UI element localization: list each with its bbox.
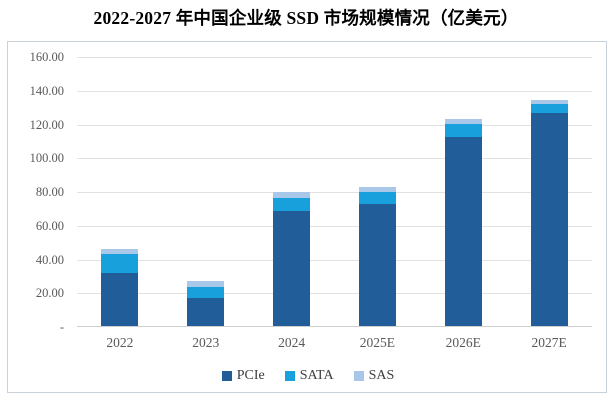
y-axis-label-100: 100.00	[29, 151, 64, 166]
gridline-140	[77, 90, 592, 92]
y-axis-label-120: 120.00	[29, 117, 64, 132]
x-axis-label-2023: 2023	[192, 335, 220, 350]
y-axis-label-80: 80.00	[35, 185, 64, 199]
gridline-80	[77, 192, 592, 193]
legend-label-pcie: PCIe	[236, 368, 265, 383]
y-axis-label-0: -	[59, 320, 64, 334]
x-axis-label-2026E: 2026E	[445, 335, 481, 350]
gridline-40	[77, 259, 592, 261]
bar-segment-sata-2023	[187, 286, 225, 298]
bar-segment-sata-2025E	[358, 192, 396, 204]
legend: PCIe SATA SAS	[8, 368, 608, 384]
x-axis-label-2025E: 2025E	[359, 335, 396, 350]
bar-segment-sas-2025E	[358, 186, 396, 193]
bar-segment-sas-2024	[273, 192, 311, 199]
bar-segment-sata-2027E	[530, 104, 568, 114]
chart-box: - 20.00 40.00 60.00 80.00 100.00 120.00 140.00 1…	[7, 41, 607, 393]
legend-label-sas: SAS	[368, 368, 395, 383]
gridline-100	[77, 158, 592, 160]
gridline-60	[77, 225, 592, 227]
plot-area	[77, 57, 592, 327]
y-axis-label-160: 160.00	[29, 50, 64, 64]
bar-segment-pcie-2026E	[444, 137, 482, 326]
y-axis: - 20.00 40.00 60.00 80.00 100.00 120.00 140.00 1…	[8, 50, 64, 334]
bar-segment-pcie-2022	[101, 272, 139, 326]
legend-swatch-sas	[353, 371, 364, 381]
bar-segment-sata-2024	[273, 198, 311, 212]
bar-segment-pcie-2023	[187, 297, 225, 326]
bar-2027E	[530, 100, 568, 326]
bar-2023	[187, 280, 225, 326]
legend-swatch-sata	[284, 371, 295, 381]
y-axis-label-40: 40.00	[35, 252, 64, 267]
legend-swatch-pcie	[221, 371, 232, 381]
bar-2022	[101, 248, 139, 326]
x-axis-label-2027E: 2027E	[531, 335, 567, 350]
y-axis-label-60: 60.00	[35, 218, 64, 233]
bar-segment-sata-2022	[101, 254, 139, 273]
y-axis-label-140: 140.00	[29, 83, 64, 98]
bar-2024	[273, 192, 311, 326]
bar-segment-sas-2023	[187, 280, 225, 287]
bar-2025E	[358, 186, 396, 326]
bar-segment-sas-2026E	[444, 118, 482, 125]
bar-segment-sas-2027E	[530, 100, 568, 105]
bar-segment-pcie-2027E	[530, 113, 568, 326]
bar-segment-pcie-2024	[273, 211, 311, 326]
y-axis-label-20: 20.00	[35, 286, 64, 301]
legend-label-sata: SATA	[299, 368, 334, 383]
legend-item-pcie: PCIe	[221, 368, 265, 384]
bar-segment-pcie-2025E	[358, 204, 396, 326]
chart-title: 2022-2027 年中国企业级 SSD 市场规模情况（亿美元）	[93, 8, 519, 28]
bar-segment-sas-2022	[101, 248, 139, 255]
bar-2026E	[444, 118, 482, 326]
x-axis-label-2022: 2022	[106, 335, 134, 350]
x-axis-label-2024: 2024	[278, 335, 306, 350]
bar-segment-sata-2026E	[444, 124, 482, 137]
gridline-160	[77, 57, 592, 58]
legend-item-sas: SAS	[353, 368, 395, 384]
legend-item-sata: SATA	[284, 368, 334, 384]
gridline-20	[77, 293, 592, 295]
gridline-120	[77, 124, 592, 126]
x-axis: 2022 2023 2024 2025E 2026E 2027E	[77, 335, 592, 353]
